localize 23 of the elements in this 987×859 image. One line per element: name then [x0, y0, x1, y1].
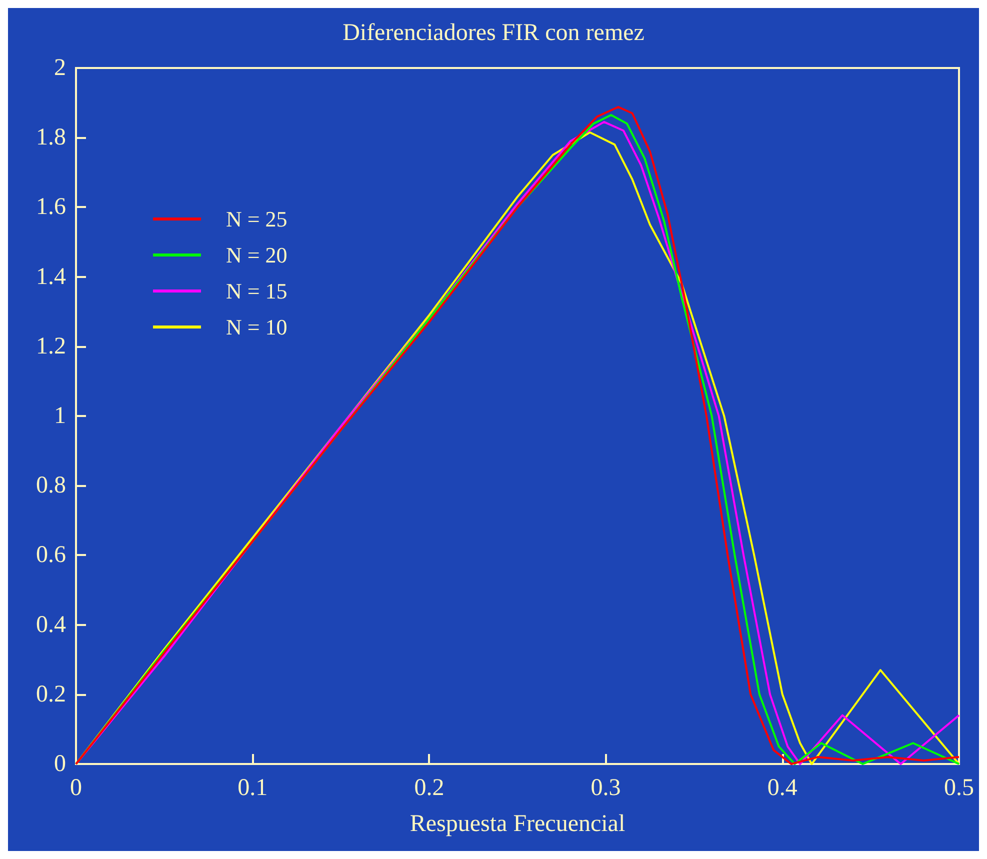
- y-tick-label: 0: [54, 751, 66, 777]
- y-tick-label: 1: [54, 403, 66, 429]
- legend-label: N = 20: [226, 242, 288, 268]
- y-tick-label: 0.4: [36, 612, 66, 638]
- y-tick-label: 1.2: [36, 333, 66, 360]
- x-axis-title: Respuesta Frecuencial: [410, 811, 626, 837]
- y-tick-label: 1.4: [36, 264, 66, 290]
- y-tick-label: 2: [54, 55, 66, 81]
- x-tick-label: 0: [70, 775, 82, 801]
- y-tick-label: 0.6: [36, 542, 66, 568]
- x-tick-label: 0.2: [414, 775, 444, 801]
- x-tick-label: 0.1: [238, 775, 268, 801]
- x-tick-label: 0.5: [944, 775, 974, 801]
- chart-title: Diferenciadores FIR con remez: [342, 20, 644, 46]
- y-tick-label: 0.2: [36, 681, 66, 708]
- y-tick-label: 0.8: [36, 472, 66, 499]
- y-tick-label: 1.8: [36, 124, 66, 151]
- x-tick-label: 0.4: [767, 775, 798, 801]
- legend-label: N = 25: [226, 206, 288, 232]
- legend-label: N = 15: [226, 278, 288, 304]
- x-tick-label: 0.3: [590, 775, 621, 801]
- legend-label: N = 10: [226, 314, 288, 340]
- y-tick-label: 1.6: [36, 194, 66, 220]
